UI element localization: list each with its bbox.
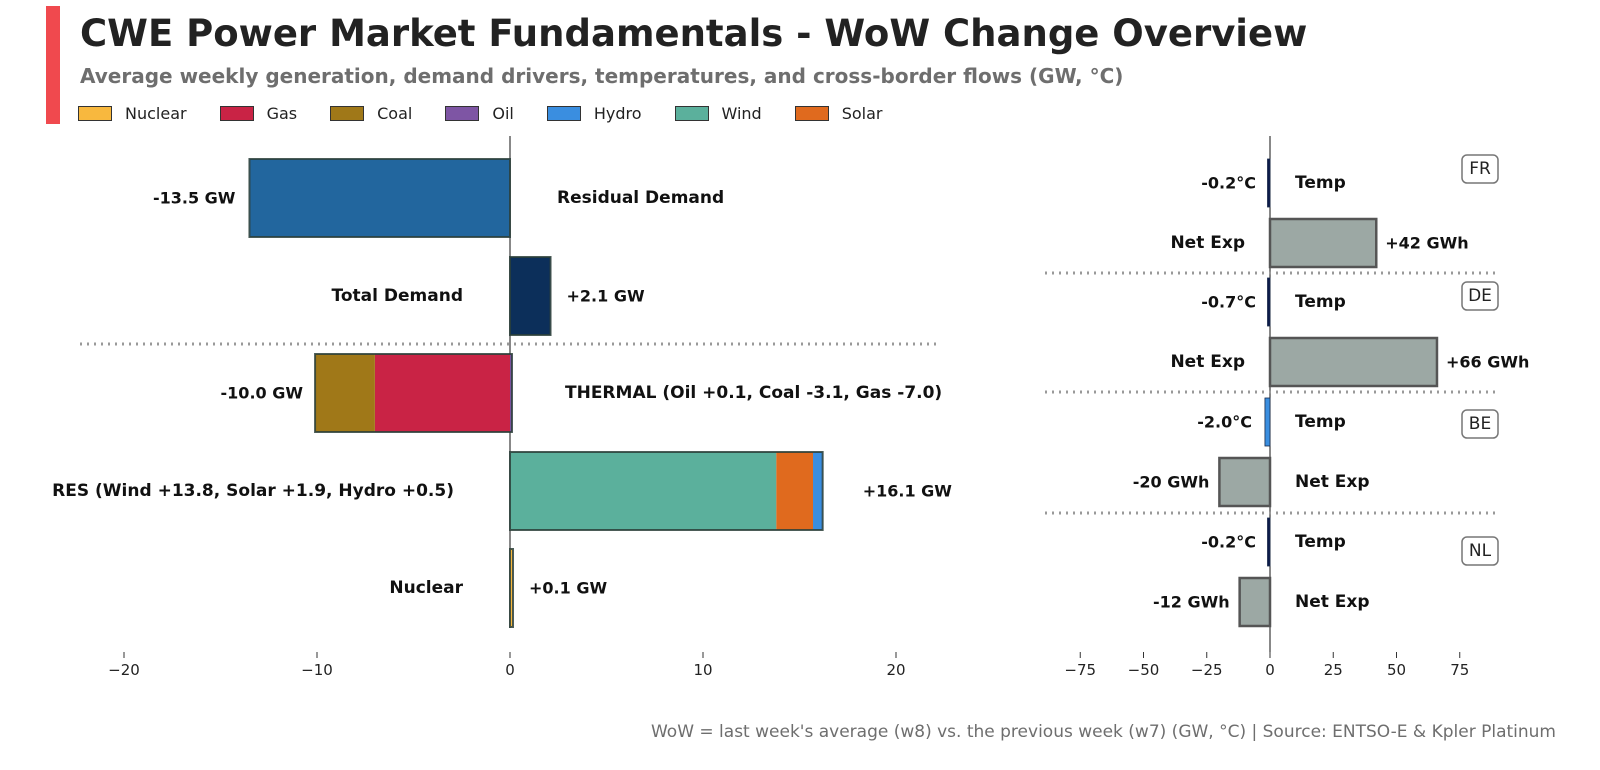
bar-residual-demand-outline [248, 158, 511, 238]
left-x-tick-label-0: −20 [108, 661, 140, 679]
country-be-temp-bar [1264, 397, 1271, 447]
bar-res-outline [509, 451, 824, 531]
legend-swatch-gas [219, 105, 254, 121]
country-badge-de [1461, 281, 1499, 311]
bar-total-demand-value-label: +2.1 GW [567, 287, 645, 306]
legend-item-wind: Wind [674, 103, 762, 123]
country-de-net-exp-value-label: +66 GWh [1446, 353, 1529, 372]
bar-res-segment-hydro [813, 452, 823, 530]
legend-swatch-solar [794, 105, 829, 121]
bar-residual-demand-segment-residual-demand [249, 159, 510, 237]
right-x-tick-label-6: 75 [1450, 661, 1469, 679]
bar-residual-demand-category-label: Residual Demand [557, 188, 724, 208]
title-accent-bar [46, 6, 60, 124]
legend-label-nuclear: Nuclear [125, 103, 187, 123]
bar-thermal-segment-gas [374, 354, 510, 432]
legend-item-nuclear: Nuclear [78, 104, 187, 123]
country-de-net-exp-bar [1268, 336, 1439, 388]
bar-thermal-outline [314, 353, 513, 433]
right-x-tick-label-4: 25 [1324, 661, 1343, 679]
right-x-tick-label-0: −75 [1064, 661, 1096, 679]
bar-nuclear-category-label: Nuclear [389, 578, 463, 598]
left-x-tick-label-1: −10 [301, 661, 333, 679]
country-be-temp-value-label: -2.0°C [1197, 413, 1252, 432]
legend-item-solar: Solar [794, 103, 883, 123]
country-de-temp-bar [1267, 277, 1271, 327]
country-fr-net-exp-bar [1268, 217, 1378, 269]
country-nl-net-exp-value-label: -12 GWh [1153, 593, 1230, 612]
country-be-net-exp-row-label: Net Exp [1295, 472, 1370, 492]
legend-item-oil: Oil [445, 103, 514, 123]
bar-total-demand-category-label: Total Demand [332, 286, 463, 306]
bar-thermal-segment-coal [315, 354, 375, 432]
legend-label-solar: Solar [841, 103, 883, 123]
country-de-temp-row-label: Temp [1295, 292, 1346, 312]
page-title: CWE Power Market Fundamentals - WoW Chan… [80, 12, 1308, 55]
legend-label-oil: Oil [492, 103, 514, 123]
page-subtitle: Average weekly generation, demand driver… [80, 64, 1124, 88]
country-badge-be [1461, 409, 1499, 439]
legend-swatch-nuclear [78, 105, 112, 121]
bar-nuclear-segment-nuclear [510, 549, 513, 627]
country-nl-temp-bar [1267, 517, 1271, 567]
legend: Nuclear Gas Coal Oil Hydro Wind Solar [78, 102, 916, 124]
legend-item-coal: Coal [330, 104, 412, 123]
country-nl-net-exp-bar [1238, 576, 1272, 628]
right-x-tick-label-3: 0 [1265, 661, 1275, 679]
country-badge-nl [1461, 536, 1499, 566]
legend-swatch-hydro [546, 105, 581, 121]
bar-nuclear-value-label: +0.1 GW [529, 579, 607, 598]
bar-res-category-label: RES (Wind +13.8, Solar +1.9, Hydro +0.5) [52, 481, 454, 501]
bar-total-demand-segment-total-demand [510, 257, 551, 335]
country-nl-temp-row-label: Temp [1295, 532, 1346, 552]
country-be-net-exp-value-label: -20 GWh [1133, 473, 1210, 492]
country-badge-fr [1461, 154, 1499, 184]
country-nl-net-exp-row-label: Net Exp [1295, 592, 1370, 612]
country-badge-label-nl: NL [1469, 541, 1492, 561]
bar-residual-demand-value-label: -13.5 GW [153, 189, 236, 208]
country-nl-temp-value-label: -0.2°C [1201, 533, 1256, 552]
country-fr-temp-bar [1267, 158, 1271, 208]
country-be-temp-row-label: Temp [1295, 412, 1346, 432]
country-de-temp-value-label: -0.7°C [1201, 293, 1256, 312]
bar-total-demand-outline [509, 256, 552, 336]
left-x-tick-label-2: 0 [505, 661, 515, 679]
legend-label-gas: Gas [266, 103, 298, 123]
legend-item-gas: Gas [219, 103, 298, 123]
bar-thermal-category-label: THERMAL (Oil +0.1, Coal -3.1, Gas -7.0) [565, 383, 942, 403]
country-be-net-exp-bar [1218, 456, 1272, 508]
legend-item-hydro: Hydro [546, 103, 642, 123]
country-fr-temp-value-label: -0.2°C [1201, 174, 1256, 193]
legend-label-wind: Wind [721, 103, 762, 123]
legend-swatch-wind [674, 105, 709, 121]
country-de-net-exp-row-label: Net Exp [1170, 352, 1245, 372]
country-fr-temp-row-label: Temp [1295, 173, 1346, 193]
country-badge-label-de: DE [1468, 286, 1492, 306]
left-x-tick-label-4: 20 [886, 661, 905, 679]
bar-nuclear-outline [509, 548, 514, 628]
right-x-tick-label-5: 50 [1387, 661, 1406, 679]
right-x-tick-label-1: −50 [1128, 661, 1160, 679]
legend-label-hydro: Hydro [593, 103, 642, 123]
footer-note: WoW = last week's average (w8) vs. the p… [650, 722, 1556, 742]
bar-res-segment-wind [510, 452, 777, 530]
country-badge-label-fr: FR [1469, 159, 1491, 179]
country-fr-net-exp-value-label: +42 GWh [1385, 234, 1468, 253]
bar-thermal-value-label: -10.0 GW [221, 384, 304, 403]
legend-swatch-coal [330, 105, 365, 121]
right-x-tick-label-2: −25 [1191, 661, 1223, 679]
bar-res-value-label: +16.1 GW [863, 482, 953, 501]
legend-label-coal: Coal [377, 103, 413, 123]
country-fr-net-exp-row-label: Net Exp [1170, 233, 1245, 253]
left-x-tick-label-3: 10 [693, 661, 712, 679]
legend-swatch-oil [445, 105, 480, 121]
bar-res-segment-solar [776, 452, 814, 530]
country-badge-label-be: BE [1469, 414, 1491, 434]
